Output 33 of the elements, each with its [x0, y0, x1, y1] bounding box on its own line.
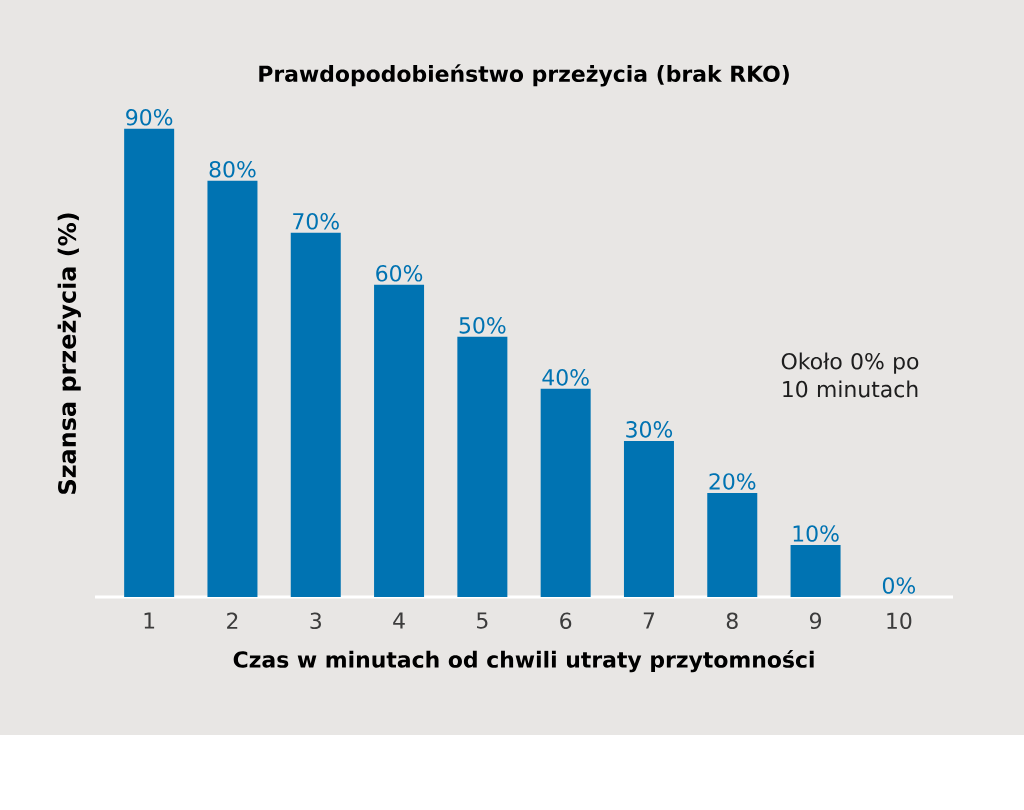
data-label: 80%	[209, 160, 256, 178]
x-tick-label: 9	[809, 612, 821, 630]
bar	[124, 128, 175, 597]
data-label: 30%	[626, 421, 673, 438]
x-tick-label: 1	[144, 612, 155, 629]
x-tick-label: 2	[227, 612, 238, 629]
x-tick-label: 5	[477, 612, 488, 629]
x-tick-label: 3	[310, 612, 321, 630]
bar	[707, 492, 758, 597]
bar	[457, 336, 508, 597]
x-tick-label: 10	[887, 612, 912, 630]
x-tick-label: 6	[560, 612, 572, 630]
y-axis-title: Szansa przeżycia (%)	[57, 213, 81, 494]
bar	[207, 180, 258, 597]
bar	[290, 232, 341, 597]
bar	[374, 284, 425, 597]
x-tick-label: 8	[726, 612, 738, 630]
x-axis-title: Czas w minutach od chwili utraty przytomności	[233, 649, 814, 673]
bar	[623, 440, 674, 597]
data-label: 40%	[542, 369, 589, 386]
chart-title: Prawdopodobieństwo przeżycia (brak RKO)	[259, 64, 789, 87]
data-label: 10%	[793, 525, 839, 542]
data-label: 90%	[126, 108, 173, 126]
x-tick-label: 4	[393, 612, 405, 629]
annotation: Około 0% po 10 minutach	[781, 352, 919, 398]
data-label: 20%	[709, 473, 756, 490]
data-label: 0%	[882, 577, 916, 594]
data-label: 50%	[459, 317, 506, 334]
data-label: 70%	[293, 213, 339, 230]
bar	[540, 388, 591, 597]
bar	[790, 544, 841, 597]
data-label: 60%	[376, 265, 423, 282]
x-tick-label: 7	[643, 612, 655, 629]
